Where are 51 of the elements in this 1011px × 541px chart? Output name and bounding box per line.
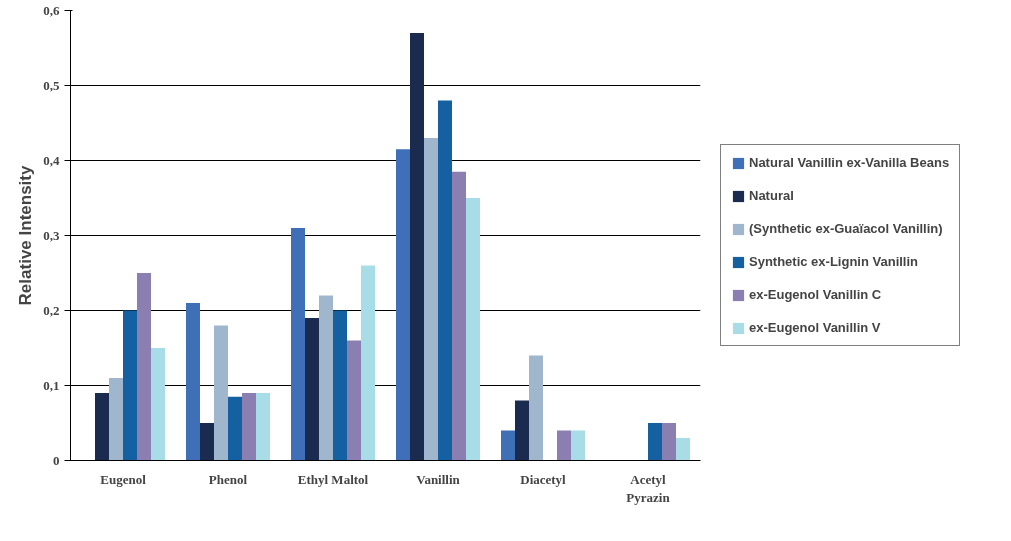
y-tick-label: 0 [53, 452, 60, 468]
bar [529, 355, 543, 461]
x-tick-label: Ethyl Maltol [297, 471, 369, 487]
bar [438, 100, 452, 461]
bar [137, 273, 151, 461]
x-tick-label: Phenol [208, 471, 248, 487]
y-tick-label: 0,1 [43, 377, 60, 393]
bar [291, 228, 305, 461]
y-tick-label: 0,2 [43, 302, 60, 318]
bar [109, 378, 123, 461]
legend-label: Synthetic ex-Lignin Vanillin [749, 254, 919, 269]
y-tick-label: 0,3 [43, 227, 60, 243]
bar [228, 396, 242, 461]
y-tick-label: 0,6 [43, 2, 60, 18]
bar [515, 400, 529, 461]
x-tick-label: Eugenol [100, 471, 147, 487]
bar [571, 430, 585, 461]
bar [242, 393, 256, 461]
bar [410, 33, 424, 461]
bar [676, 438, 690, 461]
bar [123, 310, 137, 461]
x-tick-label: Acetyl Pyrazin [626, 471, 671, 505]
bar [662, 423, 676, 461]
bar [501, 430, 515, 461]
bar [396, 149, 410, 461]
bar [305, 318, 319, 461]
legend-label: Natural Vanillin ex-Vanilla Beans [749, 155, 950, 170]
legend-label: ex-Eugenol Vanillin V [749, 320, 881, 335]
bar [361, 265, 375, 461]
bar [466, 198, 480, 461]
bar [319, 295, 333, 461]
bar [186, 303, 200, 461]
y-tick-label: 0,5 [43, 77, 60, 93]
legend-label: Natural [749, 188, 794, 203]
bar [557, 430, 571, 461]
bar [256, 393, 270, 461]
bar [648, 423, 662, 461]
x-tick-label: Vanillin [416, 471, 461, 487]
bar [95, 393, 109, 461]
bar [424, 138, 438, 461]
y-tick-label: 0,4 [43, 152, 60, 168]
x-tick-label: Diacetyl [520, 471, 567, 487]
bar [214, 325, 228, 461]
bar [151, 348, 165, 461]
bar [333, 310, 347, 461]
y-axis-title: Relative Intensity [16, 165, 36, 306]
legend-label: ex-Eugenol Vanillin C [749, 287, 882, 302]
bar [452, 171, 466, 461]
legend-label: (Synthetic ex-Guaïacol Vanillin) [749, 221, 943, 236]
bar [347, 340, 361, 461]
bar [200, 423, 214, 461]
